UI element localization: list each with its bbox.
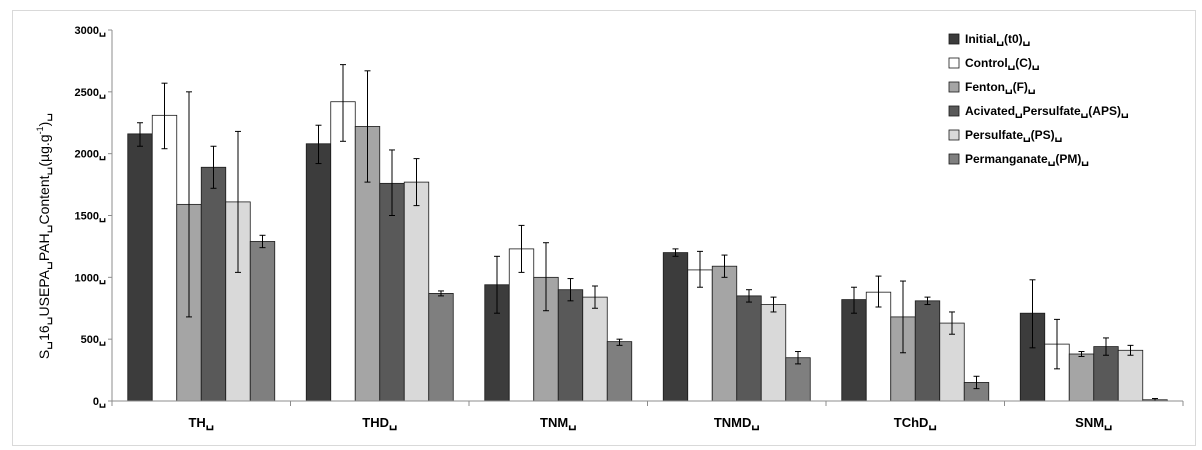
y-axis-label: S␣16␣USEPA␣PAH␣Content␣(µg.g-1)␣ (35, 113, 53, 359)
y-axis-label-superscript: -1 (35, 126, 45, 134)
y-tick-label: 500␣ (81, 334, 106, 346)
legend: Initial␣(t0)␣ Control␣(C)␣ Fenton␣(F)␣ Aciv… (948, 32, 1129, 166)
series-3 (200, 145, 1119, 402)
bar (200, 166, 227, 402)
y-tick-label: 2000␣ (75, 149, 106, 161)
legend-label: Initial␣(t0)␣ (965, 32, 1031, 46)
x-tick-label: TNMD␣ (714, 415, 760, 431)
bar (760, 304, 787, 402)
bar (736, 295, 762, 402)
legend-label: Permanganate␣(PM)␣ (965, 152, 1089, 166)
legend-item: Acivated␣Persulfate␣(APS)␣ (948, 104, 1129, 118)
x-tick-label: TH␣ (188, 415, 214, 431)
bar (305, 143, 332, 402)
bar (841, 299, 867, 402)
y-axis-label-end: )␣ (36, 113, 53, 127)
legend-item: Fenton␣(F)␣ (948, 80, 1036, 94)
bar-chart: 0␣ 500␣ 1000␣ 1500␣ 2000␣ 2500␣ 3000␣ TH␣ THD␣ TN… (35, 25, 1184, 431)
x-tick-label: TChD␣ (894, 415, 937, 431)
y-tick-label: 1500␣ (75, 211, 106, 223)
bar (428, 293, 454, 402)
legend-label: Persulfate␣(PS)␣ (965, 128, 1063, 142)
series-0 (127, 122, 1046, 402)
series-2 (176, 70, 1095, 402)
legend-swatch (948, 81, 960, 93)
series-4 (225, 130, 1144, 402)
bar (330, 101, 356, 402)
bar (606, 341, 633, 402)
bar (508, 248, 535, 402)
y-tick-label: 1000␣ (75, 272, 106, 284)
plot-area (127, 64, 1168, 402)
bar (403, 181, 430, 402)
bar (939, 322, 965, 402)
legend-swatch (948, 105, 960, 117)
legend-swatch (948, 57, 960, 69)
legend-swatch (948, 33, 960, 45)
x-tick-label: TNM␣ (540, 415, 576, 431)
bar (914, 300, 941, 402)
series-1 (151, 64, 1070, 402)
x-tick-label: THD␣ (362, 415, 397, 431)
legend-item: Persulfate␣(PS)␣ (948, 128, 1063, 142)
bar (249, 241, 276, 402)
bar (151, 114, 178, 402)
legend-label: Acivated␣Persulfate␣(APS)␣ (965, 104, 1129, 118)
legend-label: Control␣(C)␣ (965, 56, 1040, 70)
bar (582, 296, 608, 402)
y-tick-label: 3000␣ (75, 25, 106, 37)
series-5 (249, 234, 1168, 402)
bar (662, 252, 689, 402)
legend-item: Initial␣(t0)␣ (948, 32, 1031, 46)
bar (687, 269, 713, 402)
bar (557, 289, 584, 402)
bar (1068, 353, 1095, 402)
y-axis-label-main: S␣16␣USEPA␣PAH␣Content␣(µg.g (36, 134, 53, 359)
y-tick-label: 0␣ (93, 396, 106, 408)
legend-swatch (948, 153, 960, 165)
axes: 0␣ 500␣ 1000␣ 1500␣ 2000␣ 2500␣ 3000␣ TH␣ THD␣ TN… (75, 25, 1184, 431)
bar (1117, 349, 1144, 402)
x-tick-label: SNM␣ (1075, 415, 1112, 431)
y-tick-label: 2500␣ (75, 87, 106, 99)
bar (127, 133, 153, 402)
legend-item: Control␣(C)␣ (948, 56, 1040, 70)
chart-frame: 0␣ 500␣ 1000␣ 1500␣ 2000␣ 2500␣ 3000␣ TH␣ THD␣ TN… (12, 10, 1196, 446)
bar (711, 265, 738, 402)
legend-label: Fenton␣(F)␣ (965, 80, 1036, 94)
legend-swatch (948, 129, 960, 141)
bar (865, 291, 892, 402)
legend-item: Permanganate␣(PM)␣ (948, 152, 1089, 166)
